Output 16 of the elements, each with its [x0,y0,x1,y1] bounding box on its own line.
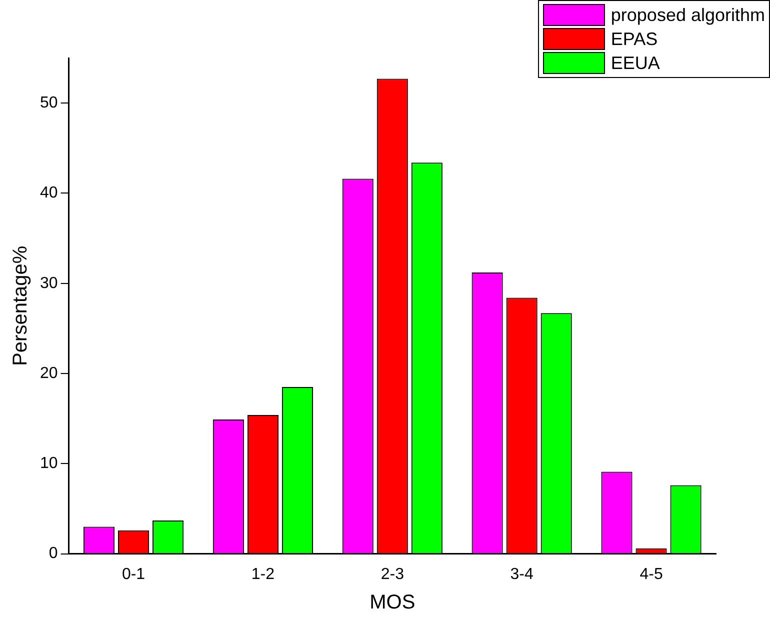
y-tick-label: 20 [40,364,58,382]
y-axis-title: Persentage% [10,246,32,366]
y-tick-label: 40 [40,184,58,202]
y-tick-label: 0 [48,545,58,562]
x-tick-label: 4-5 [640,566,663,583]
legend-label: EPAS [610,28,658,50]
y-tick-label: 10 [40,455,58,472]
x-tick-label: 0-1 [122,566,146,583]
legend-label: proposed algorithm [610,4,765,26]
x-tick-label: 3-4 [510,566,534,583]
x-tick-label: 2-3 [380,566,404,583]
legend-label: EEUA [610,52,660,74]
y-tick-label: 50 [40,94,58,112]
y-tick-label: 30 [40,274,58,292]
x-axis-title: MOS [370,592,416,614]
x-tick-label: 1-2 [251,566,275,583]
